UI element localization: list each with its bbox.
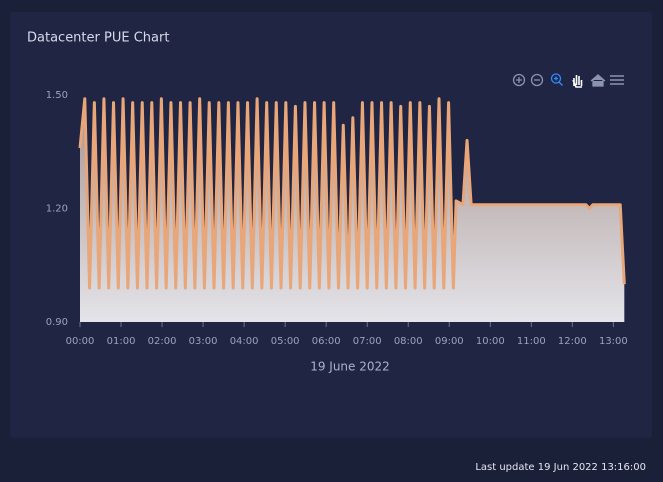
x-axis-label: 19 June 2022: [310, 360, 390, 374]
y-tick-label: 1.20: [46, 204, 68, 215]
x-tick-label: 07:00: [353, 336, 382, 347]
x-tick-label: 05:00: [271, 336, 300, 347]
x-tick-label: 11:00: [517, 336, 546, 347]
x-tick-label: 10:00: [476, 336, 505, 347]
x-tick-label: 01:00: [107, 336, 136, 347]
x-tick-label: 09:00: [435, 336, 464, 347]
y-tick-label: 1.50: [46, 90, 68, 101]
x-tick-label: 08:00: [394, 336, 423, 347]
line: [78, 97, 626, 290]
toolbar[interactable]: [512, 73, 625, 88]
x-tick-label: 00:00: [66, 336, 95, 347]
x-tick-label: 06:00: [312, 336, 341, 347]
last-update: Last update 19 Jun 2022 13:16:00: [475, 462, 646, 473]
y-tick-label: 0.90: [46, 317, 68, 328]
x-tick-label: 02:00: [148, 336, 177, 347]
chart-title: Datacenter PUE Chart: [27, 31, 169, 46]
x-tick-label: 13:00: [599, 336, 628, 347]
x-tick-label: 04:00: [230, 336, 259, 347]
x-tick-label: 12:00: [558, 336, 587, 347]
x-tick-label: 03:00: [189, 336, 218, 347]
